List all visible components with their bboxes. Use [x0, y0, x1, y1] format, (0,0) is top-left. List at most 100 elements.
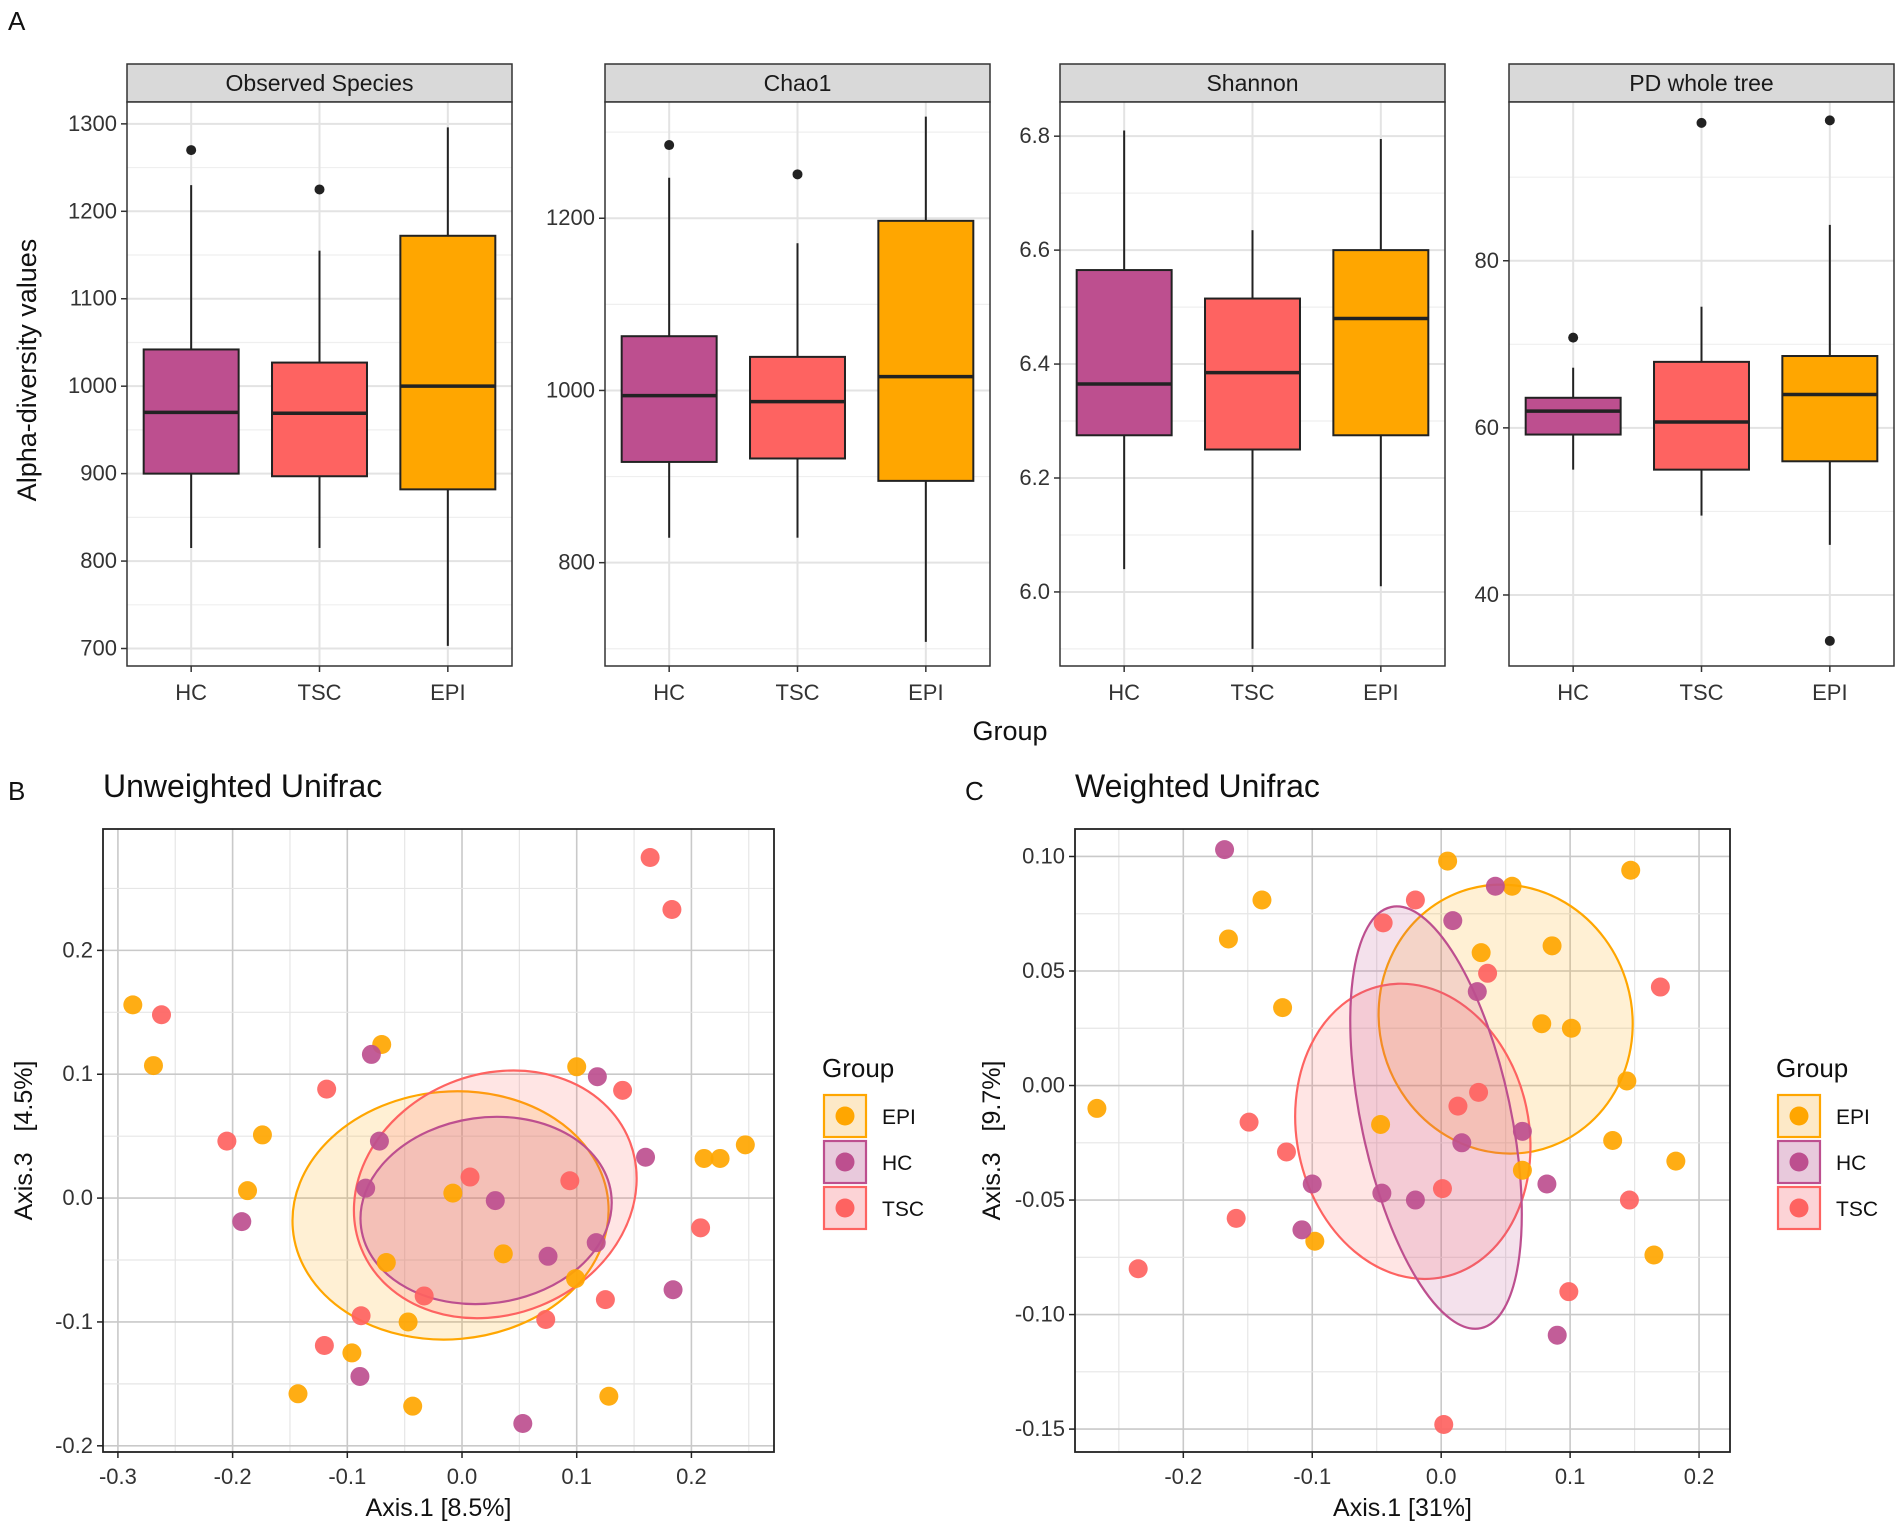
- x-tick-label: EPI: [908, 680, 943, 705]
- facet-title: Shannon: [1206, 70, 1298, 96]
- point-hc: [1547, 1325, 1567, 1345]
- confidence-ellipse-epi: [291, 1090, 610, 1341]
- y-tick-label: 1200: [546, 205, 595, 230]
- x-tick-label: -0.2: [1164, 1464, 1202, 1489]
- point-hc: [485, 1191, 505, 1211]
- point-hc: [636, 1147, 656, 1167]
- point-tsc: [613, 1080, 633, 1100]
- legend: Group EPI HC TSC: [1776, 1053, 1878, 1231]
- confidence-ellipse-epi: [1377, 883, 1634, 1155]
- box-epi: [1332, 139, 1430, 587]
- iqr-box: [1653, 360, 1750, 471]
- iqr-box: [399, 234, 497, 491]
- y-tick-label: 6.8: [1019, 123, 1050, 148]
- point-tsc: [1432, 1179, 1452, 1199]
- panel-label-b: B: [8, 776, 25, 806]
- point-epi: [1542, 936, 1562, 956]
- y-tick-label: 900: [80, 461, 117, 486]
- point-tsc: [1405, 890, 1425, 910]
- y-axis-label: Axis.3 [4.5%]: [10, 1061, 38, 1221]
- y-tick-label: 0.0: [62, 1185, 93, 1210]
- legend-item-tsc: TSC: [822, 1185, 924, 1231]
- x-tick-label: -0.1: [1293, 1464, 1331, 1489]
- point-tsc: [351, 1306, 371, 1326]
- plot-frame: [1074, 828, 1731, 1453]
- point-tsc: [217, 1131, 237, 1151]
- facet-title: PD whole tree: [1629, 70, 1773, 96]
- x-tick-label: -0.3: [99, 1464, 137, 1489]
- x-tick-label: 0.0: [1426, 1464, 1457, 1489]
- point-tsc: [1619, 1190, 1639, 1210]
- x-tick-label: EPI: [430, 680, 465, 705]
- ordination-title: Unweighted Unifrac: [103, 768, 382, 804]
- legend-marker: [835, 1198, 855, 1218]
- legend-title: Group: [822, 1053, 894, 1083]
- point-epi: [1666, 1151, 1686, 1171]
- legend-marker: [835, 1152, 855, 1172]
- confidence-ellipse-tsc: [1294, 982, 1532, 1281]
- point-epi: [1502, 876, 1522, 896]
- boxplot-panel-3: PD whole tree 40 60 80 HC TSC EPI: [1475, 63, 1895, 705]
- legend-label: TSC: [882, 1198, 924, 1221]
- x-tick-label: TSC: [776, 680, 820, 705]
- facet-strip: [1059, 63, 1446, 103]
- point-epi: [1252, 890, 1272, 910]
- box-tsc: [749, 169, 846, 538]
- point-tsc: [314, 1335, 334, 1355]
- legend-label: EPI: [882, 1106, 916, 1129]
- point-epi: [567, 1057, 587, 1077]
- point-epi: [342, 1343, 362, 1363]
- y-tick-label: -0.15: [1015, 1416, 1065, 1441]
- legend-item-epi: EPI: [822, 1093, 916, 1139]
- point-hc: [1215, 840, 1235, 860]
- x-tick-label: TSC: [1231, 680, 1275, 705]
- y-tick-label: 60: [1475, 415, 1499, 440]
- point-epi: [403, 1396, 423, 1416]
- y-tick-label: -0.2: [55, 1433, 93, 1458]
- point-epi: [1512, 1160, 1532, 1180]
- y-tick-label: 1000: [546, 377, 595, 402]
- point-epi: [376, 1252, 396, 1272]
- legend-item-hc: HC: [1776, 1139, 1866, 1185]
- point-hc: [350, 1366, 370, 1386]
- iqr-box: [620, 335, 718, 463]
- point-tsc: [662, 900, 682, 920]
- point-epi: [710, 1148, 730, 1168]
- point-hc: [361, 1044, 381, 1064]
- point-epi: [1617, 1071, 1637, 1091]
- y-tick-label: 0.05: [1022, 958, 1065, 983]
- y-tick-label: 40: [1475, 582, 1499, 607]
- point-tsc: [1373, 913, 1393, 933]
- point-epi: [1273, 998, 1293, 1018]
- confidence-ellipse-hc: [1349, 905, 1523, 1330]
- point-epi: [694, 1148, 714, 1168]
- point-tsc: [414, 1286, 434, 1306]
- legend-title: Group: [1776, 1053, 1848, 1083]
- point-epi: [1471, 943, 1491, 963]
- point-tsc: [151, 1005, 171, 1025]
- box-hc: [620, 140, 718, 538]
- point-epi: [735, 1135, 755, 1155]
- alpha-ylabel: Alpha-diversity values: [12, 239, 42, 502]
- point-hc: [538, 1246, 558, 1266]
- x-tick-label: 0.2: [1684, 1464, 1715, 1489]
- point-hc: [232, 1212, 252, 1232]
- legend-marker: [835, 1106, 855, 1126]
- point-hc: [356, 1178, 376, 1198]
- outlier-point: [186, 145, 197, 156]
- x-tick-label: 0.1: [1555, 1464, 1586, 1489]
- y-tick-label: 6.0: [1019, 579, 1050, 604]
- point-epi: [1532, 1014, 1552, 1034]
- y-tick-label: 6.2: [1019, 465, 1050, 490]
- legend-item-hc: HC: [822, 1139, 912, 1185]
- x-tick-label: 0.2: [676, 1464, 707, 1489]
- x-tick-label: HC: [1557, 680, 1589, 705]
- legend-marker: [1789, 1106, 1809, 1126]
- point-epi: [123, 995, 143, 1015]
- y-tick-label: 800: [558, 550, 595, 575]
- x-tick-label: -0.1: [328, 1464, 366, 1489]
- legend-marker: [1789, 1152, 1809, 1172]
- point-hc: [586, 1233, 606, 1253]
- outlier-point: [1824, 115, 1835, 126]
- box-tsc: [1653, 117, 1750, 516]
